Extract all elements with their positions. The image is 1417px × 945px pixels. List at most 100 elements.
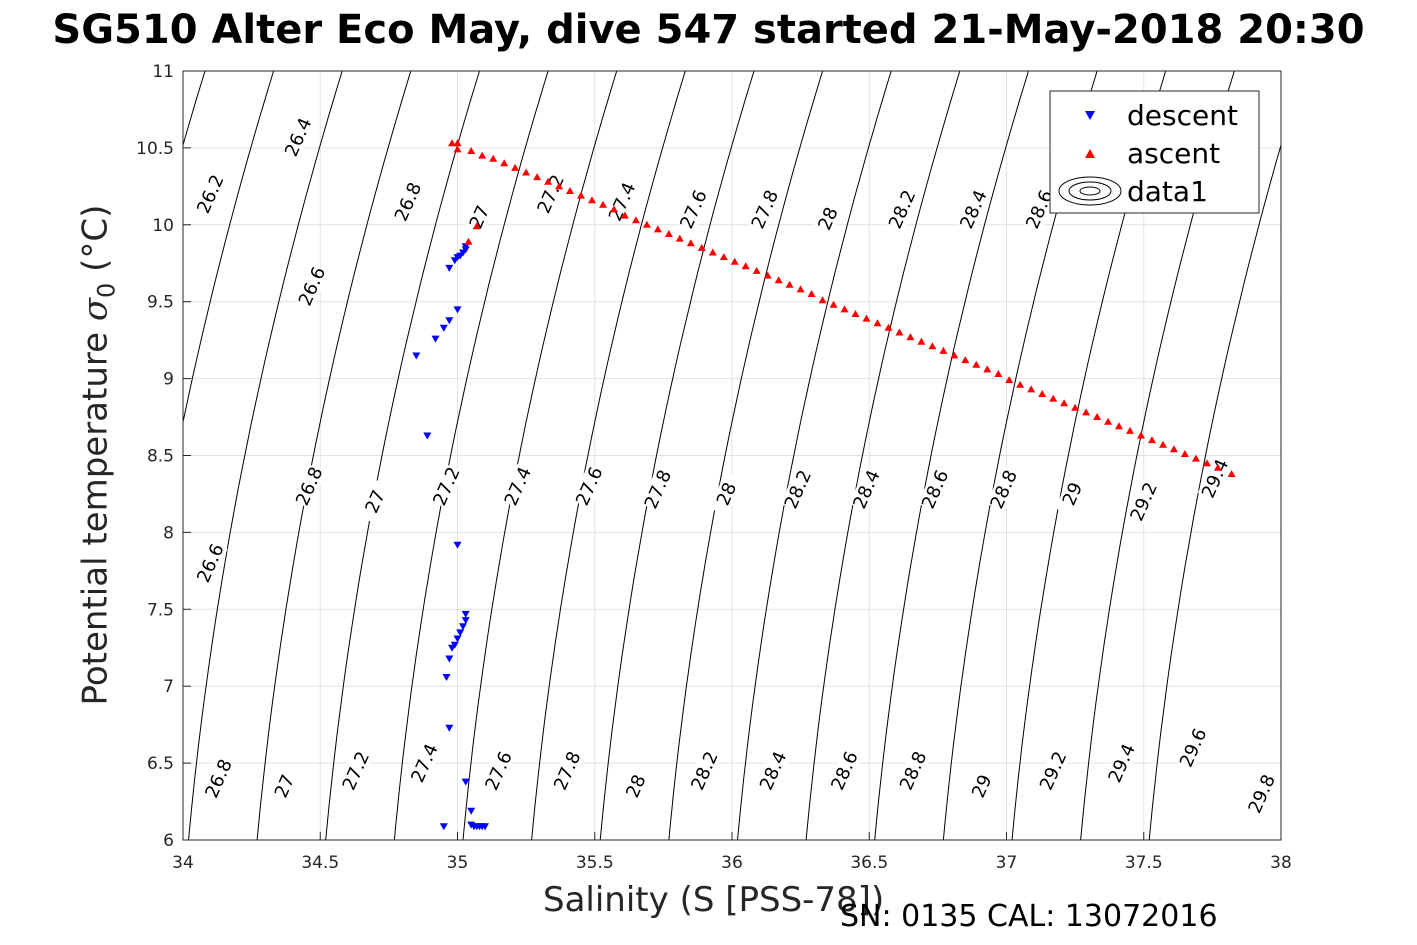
x-tick-label: 37.5 (1125, 853, 1163, 873)
isopycnal-label-bg (747, 187, 783, 232)
ascent-point (1159, 440, 1167, 448)
x-tick-label: 34 (172, 853, 194, 873)
y-tick-label: 8.5 (147, 447, 174, 467)
ascent-point (840, 305, 849, 313)
ascent-point (1093, 413, 1102, 420)
ascent-point (631, 216, 640, 224)
descent-point (439, 324, 448, 332)
ascent-point (1213, 463, 1222, 471)
y-tick-label: 9 (163, 370, 174, 390)
ascent-point (467, 147, 476, 154)
isopycnal-label-bg (618, 763, 654, 809)
ascent-point (533, 173, 542, 181)
ascent-point (961, 356, 970, 364)
ascent-point (774, 276, 783, 284)
isopycnal-line (0, 71, 68, 840)
isopycnal-line (874, 71, 1029, 840)
ascent-point (906, 333, 915, 341)
isopycnal-label-bg (429, 463, 464, 509)
y-axis-label-symbol: σ (75, 297, 116, 322)
isopycnal-label-bg (1126, 479, 1162, 524)
ascent-point (478, 151, 487, 159)
ascent-point (610, 205, 618, 213)
calibration-footnote: SN: 0135 CAL: 13072016 (840, 899, 1218, 934)
y-axis-label: Potential temperature σ0 (°C) (76, 205, 121, 706)
isopycnal-label-bg (849, 466, 884, 512)
data-points (412, 139, 1236, 831)
ascent-point (489, 154, 498, 162)
isopycnal-label-bg (884, 187, 920, 232)
y-tick-label: 6 (163, 831, 174, 851)
ascent-point (555, 182, 564, 190)
isopycnal-label-bg (193, 171, 228, 217)
grid-lines (182, 70, 1282, 841)
descent-point (448, 644, 456, 652)
descent-point (456, 629, 465, 637)
ascent-point (1169, 445, 1178, 453)
ascent-point (675, 234, 684, 242)
x-tick-label: 35.5 (576, 853, 614, 873)
ascent-point (453, 145, 462, 153)
ascent-point (1180, 450, 1189, 457)
ascent-point (1227, 470, 1236, 477)
descent-point (481, 823, 489, 831)
ascent-point (730, 257, 739, 265)
isopycnal-line (393, 71, 549, 840)
descent-point (461, 610, 470, 618)
ascent-point (983, 365, 992, 373)
isopycnal-label-bg (193, 540, 228, 586)
descent-point (412, 352, 421, 360)
isopycnal-line (599, 71, 755, 840)
ascent-point (917, 337, 926, 345)
x-tick-label: 38 (1270, 853, 1292, 873)
ascent-point (511, 163, 520, 171)
ascent-point (686, 239, 695, 247)
isopycnal-label-bg (709, 471, 744, 517)
descent-point (445, 655, 454, 663)
ascent-point (829, 300, 838, 308)
isopycnal-line (668, 71, 824, 840)
ascent-point (741, 262, 750, 270)
legend-box (1049, 90, 1260, 214)
descent-point (450, 257, 459, 265)
y-tick-label: 10.5 (136, 139, 174, 159)
isopycnal-label-bg (550, 748, 585, 794)
ascent-point (994, 370, 1003, 377)
ascent-point (1005, 376, 1014, 384)
descent-point (461, 617, 470, 625)
ascent-point (1126, 426, 1134, 434)
isopycnal-label-bg (810, 196, 846, 241)
isopycnal-line (1148, 143, 1281, 840)
isopycnal-label-bg (827, 748, 862, 794)
ascent-point (464, 237, 473, 245)
isopycnal-label-bg (294, 263, 330, 309)
isopycnal-label-bg (571, 463, 607, 509)
y-tick-label: 11 (152, 62, 174, 82)
ascent-point (1071, 403, 1080, 411)
ascent-point (588, 196, 596, 204)
isopycnal-line (256, 71, 412, 840)
ascent-point (1104, 417, 1113, 425)
ascent-point (1027, 385, 1036, 393)
isopycnal-label-bg (291, 463, 327, 509)
x-tick-label: 35 (447, 853, 469, 873)
ascent-point (719, 253, 728, 261)
isopycnal-line (462, 71, 618, 840)
y-tick-label: 8 (163, 523, 174, 543)
descent-point (445, 317, 454, 325)
ascent-point (448, 139, 456, 147)
y-tick-label: 6.5 (147, 754, 174, 774)
isopycnal-label-bg (956, 187, 991, 232)
ascent-point (544, 177, 553, 185)
ascent-point (522, 168, 531, 176)
ascent-point (1191, 454, 1200, 462)
descent-point (467, 807, 476, 815)
isopycnal-line (188, 71, 343, 840)
ascent-point (895, 328, 904, 336)
isopycnal-label-bg (462, 194, 497, 240)
ascent-point (653, 225, 662, 233)
descent-point (453, 635, 462, 643)
ascent-point (620, 211, 629, 219)
isopycnal-line (531, 71, 686, 840)
